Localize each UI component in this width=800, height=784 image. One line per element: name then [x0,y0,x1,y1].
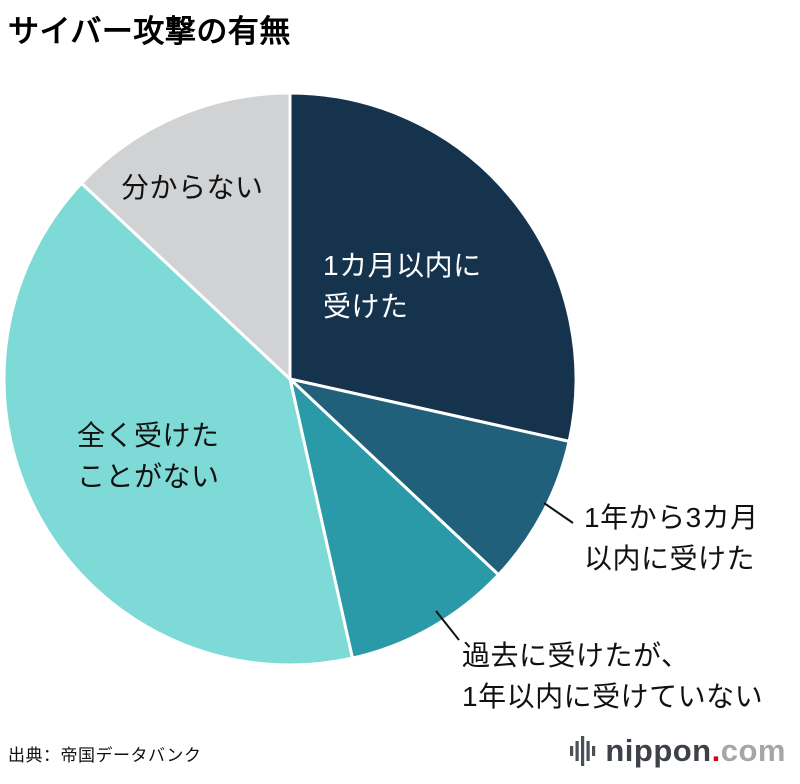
pie-label-never-attacked: 全く受けた ことがない [77,420,220,492]
nippon-logo: nippon.com [570,733,786,769]
logo-name: nippon [605,733,712,768]
pie-label-within-1-month: 1カ月以内に 受けた [323,250,482,322]
pie-slices-group [2,91,578,667]
pie-slice-4 [80,91,292,381]
leader-line-slice2 [435,610,460,641]
equalizer-bars-icon [570,736,596,766]
pie-slice-2 [288,377,500,660]
pie-label-3-months-to-1-year: 1年から3カ月 以内に受けた [584,502,759,574]
chart-title: サイバー攻撃の有無 [8,14,291,49]
logo-dot: . [711,733,721,768]
pie-slice-3 [2,181,354,667]
pie-label-past-but-not-within-1-year: 過去に受けたが、 1年以内に受けていない [462,640,764,712]
leader-line-slice1 [543,502,574,524]
pie-label-dont-know: 分からない [121,172,264,203]
pie-slice-1 [288,377,571,577]
pie-slice-0 [288,91,578,443]
source-note: 出典：帝国データバンク [8,746,202,765]
logo-tld: com [720,733,786,768]
logo-text: nippon.com [605,733,786,769]
